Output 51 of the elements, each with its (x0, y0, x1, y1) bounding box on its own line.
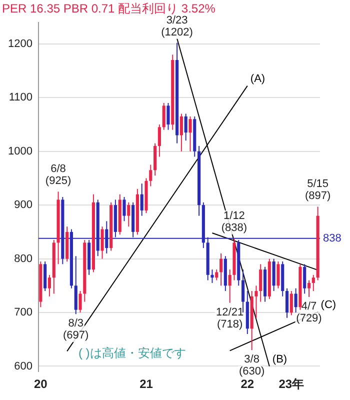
candlestick (184, 113, 188, 142)
annotation: 4/7 (729) (296, 300, 322, 324)
annotation: ( )は高値・安値です (78, 346, 186, 360)
candlestick (285, 288, 289, 318)
y-tick-label: 1000 (8, 145, 32, 158)
candlestick (215, 269, 218, 281)
ref-line-label: 838 (323, 232, 342, 244)
annotation: 3/8 (630) (238, 354, 265, 378)
y-tick-label: 800 (14, 252, 32, 265)
candlestick (259, 264, 262, 302)
candlestick (210, 269, 214, 284)
candlestick (219, 252, 223, 286)
y-tick-label: 600 (14, 360, 32, 372)
candlestick (312, 274, 315, 292)
annotation: 3/23 (1202) (161, 14, 193, 38)
candlestick (294, 288, 298, 314)
candlestick (166, 102, 170, 130)
candlestick (307, 280, 311, 298)
candlestick (140, 183, 144, 216)
x-tick-label: 23年 (278, 377, 304, 392)
candlestick (78, 290, 82, 314)
annotation: 5/15 (897) (304, 178, 331, 202)
y-tick-label: 900 (14, 199, 32, 212)
candlestick (290, 290, 293, 316)
candlestick (122, 196, 126, 222)
candlestick (228, 269, 232, 304)
series-label: (A) (250, 72, 266, 85)
candlestick (48, 274, 52, 297)
candlestick (158, 124, 161, 158)
annotation: 8/3 (697) (63, 318, 89, 342)
y-tick-label: 1100 (8, 92, 32, 104)
candlestick (188, 116, 192, 152)
candlestick (180, 113, 183, 152)
series-label: (B) (272, 353, 288, 366)
annotation: 12/21 (718) (216, 306, 244, 330)
annotation: 1/12 (838) (221, 210, 248, 234)
x-tick-label: 20 (34, 377, 48, 392)
x-tick-label: 22 (240, 377, 254, 392)
y-tick-label: 700 (14, 306, 32, 319)
candlestick (276, 260, 280, 289)
candlestick (127, 202, 130, 228)
candlestick (254, 285, 258, 318)
series-label: (C) (320, 299, 336, 311)
candlestick (303, 264, 306, 294)
annotation: 6/8 (925) (45, 163, 72, 188)
candlestick (149, 164, 152, 187)
candlestick (100, 226, 104, 260)
x-tick-label: 21 (140, 377, 154, 392)
y-tick-label: 1200 (8, 38, 32, 50)
chart-title: PER 16.35 PBR 0.71 配当利回り 3.52% (2, 2, 216, 16)
candlestick (162, 102, 166, 130)
